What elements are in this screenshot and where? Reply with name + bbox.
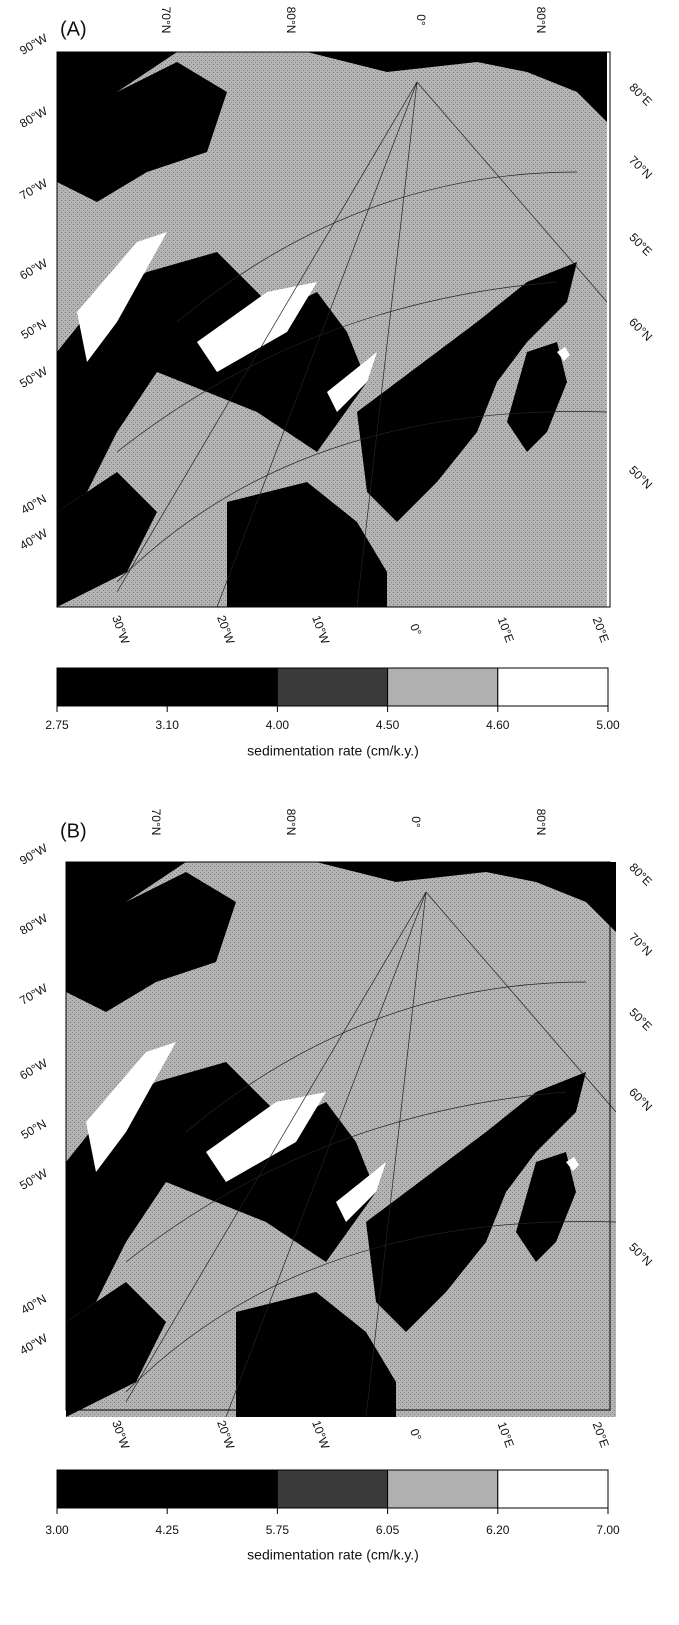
lon-label: 30°W [109, 1418, 132, 1451]
colorbar-tick-label: 7.00 [596, 1523, 620, 1537]
colorbar-tick-label: 4.60 [486, 718, 510, 732]
colorbar-tick-label: 6.05 [376, 1523, 400, 1537]
colorbar-tick-label: 3.00 [45, 1523, 69, 1537]
lon-label: 20°W [214, 1418, 237, 1451]
lon-label: 10°E [495, 1420, 517, 1449]
lon-label: 0° [407, 1427, 424, 1443]
colorbar-bin [277, 1470, 387, 1508]
right-label: 70°N [626, 153, 655, 182]
left-label: 50°W [17, 1166, 50, 1193]
colorbar-tick-label: 4.00 [266, 718, 290, 732]
right-label: 80°E [626, 80, 654, 108]
right-label: 50°N [626, 463, 655, 492]
lat-label: 0° [414, 14, 428, 26]
lon-label: 20°E [590, 615, 612, 644]
lat-label: 80°N [284, 809, 298, 836]
lat-label: 70°N [149, 809, 163, 836]
right-label: 80°E [626, 860, 654, 888]
right-label: 50°E [626, 1005, 654, 1033]
left-label: 70°W [17, 981, 50, 1008]
colorbar-tick-label: 5.75 [266, 1523, 290, 1537]
left-label: 70°W [17, 176, 50, 203]
left-label: 50°W [17, 364, 50, 391]
right-label: 70°N [626, 930, 655, 959]
left-label: 60°W [17, 1056, 50, 1083]
left-label: 90°W [17, 841, 50, 868]
lat-label: 0° [409, 816, 423, 828]
left-label: 60°W [17, 256, 50, 283]
lat-label: 80°N [534, 809, 548, 836]
lat-label: 70°N [159, 7, 173, 34]
left-label: 80°W [17, 104, 50, 131]
panel-label: (B) [60, 820, 87, 842]
lon-label: 10°W [309, 613, 332, 646]
right-label: 60°N [626, 1085, 655, 1114]
left-label: 40°W [17, 1331, 50, 1358]
colorbar-bin [388, 1470, 498, 1508]
colorbar-bin [57, 1470, 167, 1508]
map-b [66, 862, 616, 1417]
left-label: 40°N [18, 1292, 48, 1318]
colorbar-bin [167, 668, 277, 706]
left-label: 50°N [18, 317, 48, 343]
lat-label: 80°N [534, 7, 548, 34]
colorbar-tick-label: 4.25 [156, 1523, 180, 1537]
left-label: 40°N [18, 492, 48, 518]
left-label: 50°N [18, 1117, 48, 1143]
colorbar-tick-label: 6.20 [486, 1523, 510, 1537]
left-label: 40°W [17, 526, 50, 553]
colorbar-tick-label: 3.10 [156, 718, 180, 732]
right-label: 60°N [626, 315, 655, 344]
lon-label: 20°W [214, 613, 237, 646]
lon-label: 30°W [109, 613, 132, 646]
colorbar-tick-label: 4.50 [376, 718, 400, 732]
lon-label: 10°E [495, 615, 517, 644]
map-a [57, 52, 607, 607]
colorbar-tick-label: 5.00 [596, 718, 620, 732]
colorbar-label: sedimentation rate (cm/k.y.) [247, 1547, 419, 1563]
colorbar-label: sedimentation rate (cm/k.y.) [247, 743, 419, 759]
colorbar-bin [167, 1470, 277, 1508]
left-label: 90°W [17, 31, 50, 58]
colorbar-bin [498, 668, 608, 706]
left-label: 80°W [17, 911, 50, 938]
colorbar-tick-label: 2.75 [45, 718, 69, 732]
colorbar-bin [277, 668, 387, 706]
right-label: 50°N [626, 1240, 655, 1269]
colorbar-bin [498, 1470, 608, 1508]
lat-label: 80°N [284, 7, 298, 34]
colorbar-bin [388, 668, 498, 706]
right-label: 50°E [626, 230, 654, 258]
lon-label: 20°E [590, 1420, 612, 1449]
lon-label: 10°W [309, 1418, 332, 1451]
figure: (A) 70°N 80°N 0° 80°N 90°W 80°W 70°W 60°W 50°N 50°… [0, 0, 679, 1620]
lon-label: 0° [407, 622, 424, 638]
panel-label: (A) [60, 18, 87, 40]
colorbar-bin [57, 668, 167, 706]
